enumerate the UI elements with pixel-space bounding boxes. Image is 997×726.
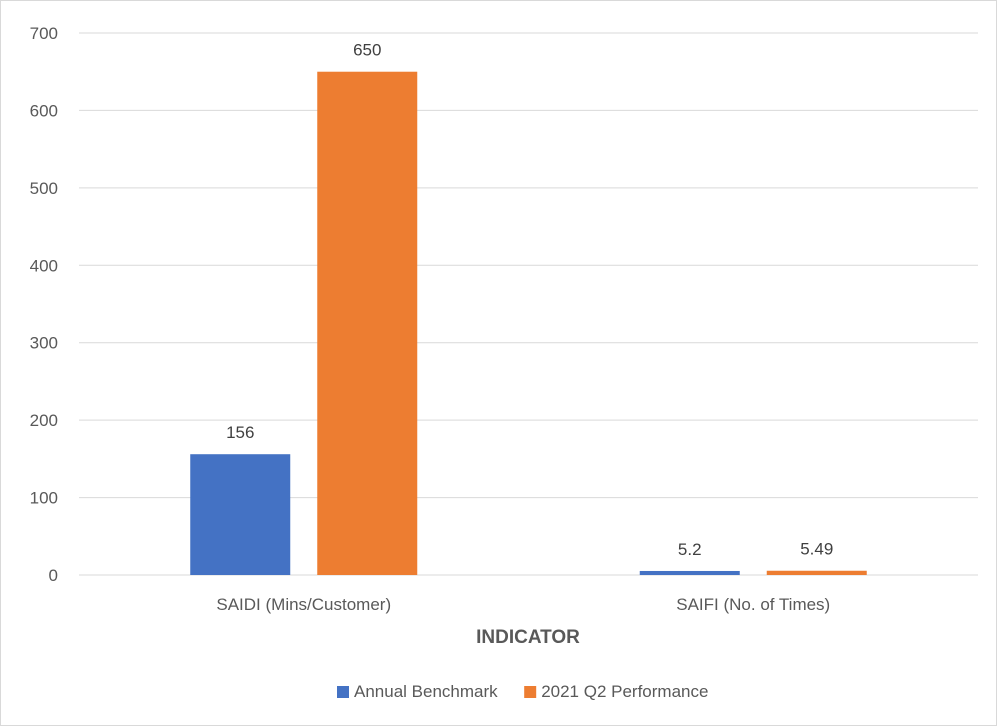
legend-swatch [524, 686, 537, 698]
data-label: 650 [353, 41, 381, 60]
legend-swatch [337, 686, 349, 698]
bars [190, 71, 867, 575]
bar [639, 570, 740, 575]
y-tick-label: 400 [30, 256, 58, 275]
y-tick-label: 200 [30, 411, 58, 430]
y-tick-label: 600 [30, 101, 58, 120]
data-labels: 156 650 5.2 5.49 [226, 41, 833, 559]
y-tick-label: 300 [30, 334, 58, 353]
x-axis-category-labels: SAIDI (Mins/Customer) SAIFI (No. of Times… [216, 595, 830, 614]
legend-label: 2021 Q2 Performance [541, 682, 708, 701]
y-tick-label: 700 [30, 24, 58, 43]
bar [766, 570, 867, 575]
y-tick-label: 500 [30, 179, 58, 198]
x-tick-label: SAIFI (No. of Times) [676, 595, 830, 614]
x-axis-title: INDICATOR [476, 627, 580, 648]
y-tick-label: 100 [30, 489, 58, 508]
bar [190, 454, 291, 575]
y-tick-label: 0 [49, 566, 58, 585]
legend-label: Annual Benchmark [354, 682, 498, 701]
bar [317, 71, 418, 575]
data-label: 5.2 [678, 540, 702, 559]
x-tick-label: SAIDI (Mins/Customer) [216, 595, 391, 614]
y-axis-tick-labels: 0 100 200 300 400 500 600 700 [30, 24, 58, 585]
legend: Annual Benchmark 2021 Q2 Performance [337, 682, 708, 701]
data-label: 156 [226, 423, 254, 442]
data-label: 5.49 [800, 540, 833, 559]
